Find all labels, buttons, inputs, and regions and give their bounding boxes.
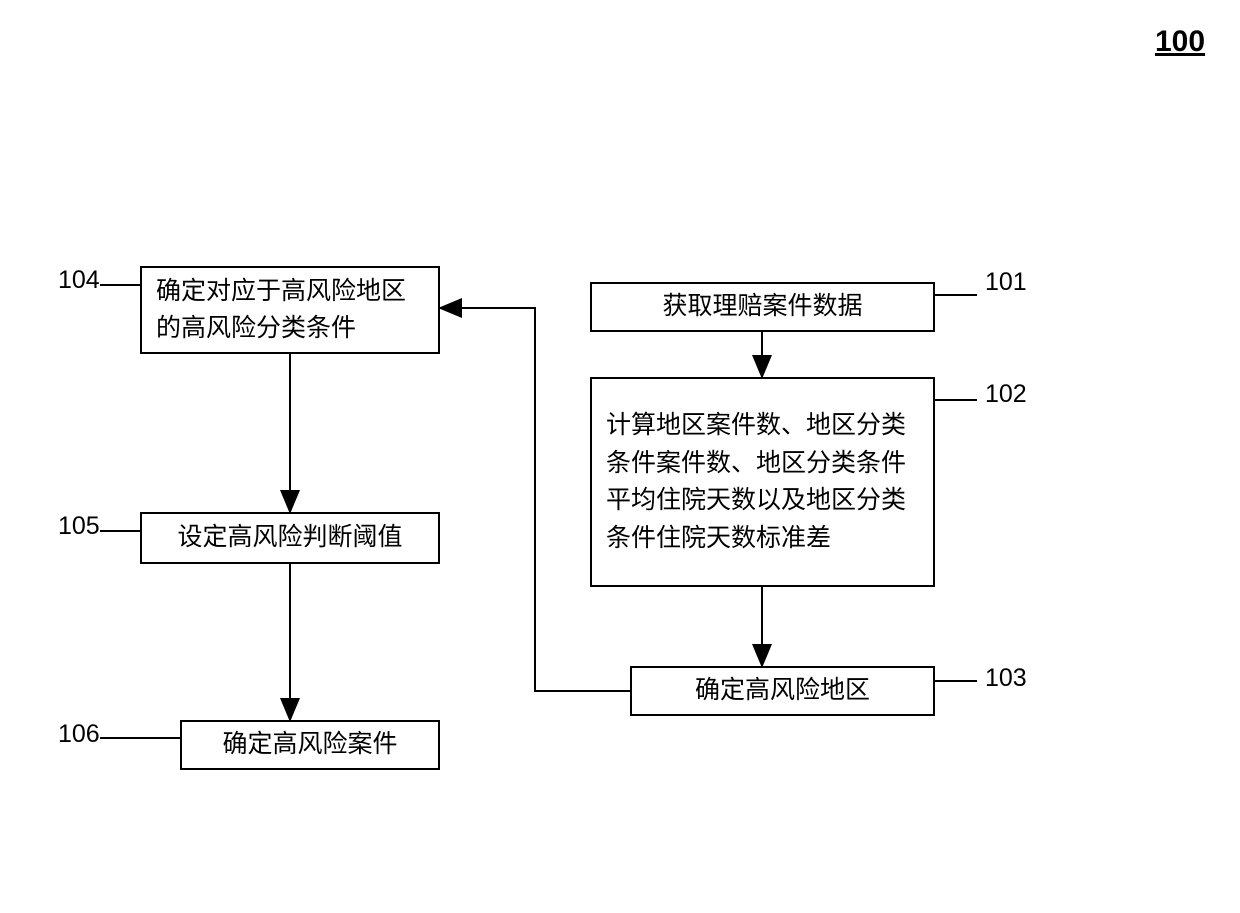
node-104: 确定对应于高风险地区的高风险分类条件 [140, 266, 440, 354]
figure-number: 100 [1155, 25, 1205, 59]
label-103: 103 [985, 664, 1027, 693]
label-106: 106 [58, 720, 100, 749]
node-101: 获取理赔案件数据 [590, 282, 935, 332]
node-101-text: 获取理赔案件数据 [662, 288, 862, 326]
node-106: 确定高风险案件 [180, 720, 440, 770]
node-103-text: 确定高风险地区 [695, 672, 870, 710]
label-104: 104 [58, 266, 100, 295]
label-101: 101 [985, 268, 1027, 297]
node-105: 设定高风险判断阈值 [140, 512, 440, 564]
label-102: 102 [985, 380, 1027, 409]
node-104-text: 确定对应于高风险地区的高风险分类条件 [156, 273, 424, 348]
node-105-text: 设定高风险判断阈值 [177, 519, 402, 557]
label-105: 105 [58, 512, 100, 541]
node-102: 计算地区案件数、地区分类条件案件数、地区分类条件平均住院天数以及地区分类条件住院… [590, 377, 935, 587]
node-106-text: 确定高风险案件 [222, 726, 397, 764]
node-103: 确定高风险地区 [630, 666, 935, 716]
node-102-text: 计算地区案件数、地区分类条件案件数、地区分类条件平均住院天数以及地区分类条件住院… [606, 407, 919, 557]
